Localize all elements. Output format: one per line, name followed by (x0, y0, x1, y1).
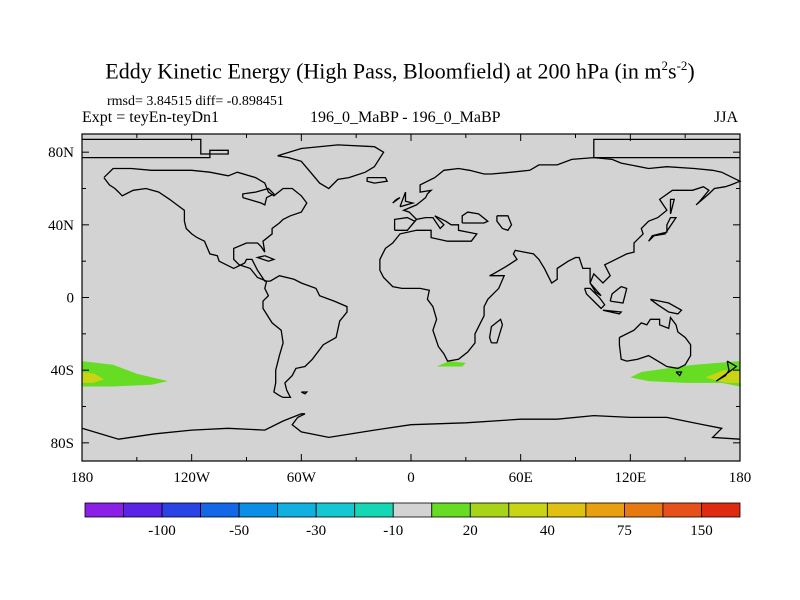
coastline-segment-11 (648, 216, 678, 242)
x-tick-label: 60W (287, 470, 317, 486)
coastline-segment-5 (366, 176, 389, 184)
legend-swatch (238, 502, 279, 518)
coastline-segment-2 (593, 138, 740, 159)
y-tick-label: 80S (51, 436, 74, 452)
legend-swatch (315, 502, 356, 518)
legend-label: -10 (383, 523, 403, 539)
x-tick-label: 120E (614, 470, 646, 486)
coastline-segment-4 (277, 144, 385, 190)
coastline-segment-3 (103, 167, 348, 399)
anomaly-region-4 (82, 372, 104, 383)
coastline-segment-21 (301, 391, 309, 395)
coastline-segment-9 (461, 211, 490, 224)
coastline-segment-20 (715, 360, 738, 382)
coastline-segment-12 (669, 198, 676, 215)
field-layer (82, 134, 740, 461)
legend-swatch (277, 502, 317, 518)
legend-label: -30 (306, 523, 326, 539)
coastline-segment-19 (650, 298, 683, 315)
legend-swatch (84, 502, 124, 518)
legend-label: -100 (148, 523, 176, 539)
coastline-segment-10 (496, 215, 513, 232)
legend-swatch (354, 502, 394, 518)
coastline-segment-13 (618, 315, 692, 370)
legend-swatch (123, 502, 163, 518)
x-tick-label: 180 (71, 470, 94, 486)
legend-swatch (701, 502, 741, 518)
coastline-layer (81, 138, 742, 440)
coastline-segment-16 (583, 287, 606, 310)
legend-label: -50 (229, 523, 249, 539)
legend-layer: -100 -50 -30 -10 20 40 75 150 (84, 502, 741, 539)
legend-swatch (662, 502, 702, 518)
coastline-segment-6 (392, 197, 401, 204)
legend-label: 40 (540, 523, 555, 539)
coastline-segment-15 (488, 318, 504, 344)
chart-title: Eddy Kinetic Energy (High Pass, Bloomfie… (105, 58, 695, 84)
legend-swatch (624, 502, 664, 518)
y-tick-label: 80N (48, 145, 74, 161)
y-tick-label: 0 (67, 291, 75, 307)
season-label: JJA (714, 109, 739, 126)
stats-label: rmsd= 3.84515 diff= -0.898451 (107, 94, 284, 109)
legend-swatch (508, 502, 548, 518)
legend-swatch (431, 502, 471, 518)
anomaly-region-5 (436, 361, 466, 367)
coastline-segment-18 (609, 285, 628, 304)
comparison-label: 196_0_MaBP - 196_0_MaBP (310, 109, 501, 126)
legend-swatch (392, 502, 433, 518)
y-tick-label: 40S (51, 363, 74, 379)
coastline-segment-24 (242, 187, 276, 206)
tick-layer: 180 120W 60W 0 60E 120E 180 80N 40N 0 40S 80S (48, 134, 751, 486)
legend-swatch (469, 502, 510, 518)
y-tick-label: 40N (48, 218, 74, 234)
x-tick-label: 120W (173, 470, 211, 486)
coastline-segment-1 (82, 138, 229, 159)
x-tick-label: 0 (407, 470, 415, 486)
legend-swatch (585, 502, 625, 518)
coastline-segment-14 (675, 371, 683, 377)
coastline-segment-7 (399, 191, 416, 208)
legend-label: 75 (617, 523, 632, 539)
legend-swatch (546, 502, 587, 518)
x-tick-label: 180 (729, 470, 752, 486)
coastline-segment-8 (379, 156, 742, 362)
anomaly-region-3 (82, 361, 168, 387)
legend-swatch (200, 502, 240, 518)
field-background (82, 134, 740, 461)
coastline-segment-22 (255, 255, 276, 262)
x-tick-label: 60E (509, 470, 533, 486)
legend-label: 20 (463, 523, 478, 539)
coastline-segment-17 (602, 309, 623, 315)
legend-label: 150 (690, 523, 713, 539)
coastline-segment-23 (81, 413, 741, 440)
experiment-label: Expt = teyEn-teyDn1 (82, 109, 219, 126)
legend-swatch (161, 502, 201, 518)
anomaly-region-1 (630, 361, 740, 387)
